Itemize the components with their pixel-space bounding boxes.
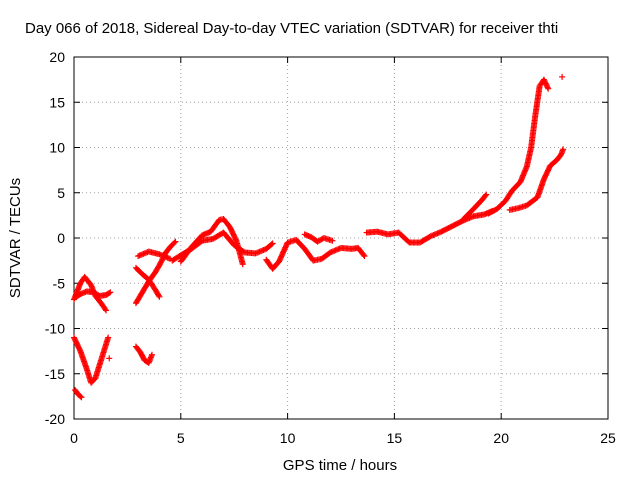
y-tick-label: -10 bbox=[45, 321, 65, 337]
x-tick-labels: 0 5 10 15 20 25 bbox=[70, 430, 616, 446]
data-point bbox=[171, 239, 178, 246]
data-point bbox=[545, 85, 552, 92]
data-point bbox=[483, 191, 490, 198]
y-tick-label: 0 bbox=[57, 230, 65, 246]
data-point bbox=[156, 293, 163, 300]
x-tick-label: 25 bbox=[600, 430, 616, 446]
data-point bbox=[77, 393, 84, 400]
data-point bbox=[361, 253, 368, 260]
y-axis-title: SDTVAR / TECUs bbox=[7, 178, 24, 298]
x-tick-label: 0 bbox=[70, 430, 78, 446]
y-tick-label: 10 bbox=[49, 140, 65, 156]
data-point bbox=[148, 351, 155, 358]
data-point bbox=[102, 306, 109, 313]
data-point bbox=[172, 238, 179, 245]
data-point bbox=[155, 292, 162, 299]
data-point bbox=[560, 146, 567, 153]
data-point bbox=[329, 237, 336, 244]
x-tick-label: 10 bbox=[280, 430, 296, 446]
data-points bbox=[71, 73, 567, 401]
data-point bbox=[544, 84, 551, 91]
data-point bbox=[106, 289, 113, 296]
y-tick-labels: 20 15 10 5 0 -5 -10 -15 -20 bbox=[45, 49, 65, 427]
y-tick-label: 20 bbox=[49, 49, 65, 65]
data-point bbox=[360, 251, 367, 258]
chart-title: Day 066 of 2018, Sidereal Day-to-day VTE… bbox=[25, 20, 558, 37]
grid bbox=[74, 57, 608, 419]
data-point bbox=[106, 355, 113, 362]
y-tick-label: -15 bbox=[45, 366, 65, 382]
data-point bbox=[103, 307, 110, 314]
x-axis-title: GPS time / hours bbox=[283, 457, 397, 474]
x-tick-label: 15 bbox=[387, 430, 403, 446]
data-point bbox=[107, 289, 114, 296]
axis-ticks bbox=[73, 56, 609, 420]
y-tick-label: 15 bbox=[49, 94, 65, 110]
data-point bbox=[239, 261, 246, 268]
data-point bbox=[559, 73, 566, 80]
y-tick-label: -5 bbox=[53, 275, 66, 291]
data-point bbox=[482, 192, 489, 199]
x-tick-label: 5 bbox=[177, 430, 185, 446]
x-tick-label: 20 bbox=[493, 430, 509, 446]
y-tick-label: 5 bbox=[57, 185, 65, 201]
data-point bbox=[268, 241, 275, 248]
y-tick-label: -20 bbox=[45, 411, 65, 427]
data-point bbox=[78, 394, 85, 401]
data-point bbox=[105, 334, 112, 341]
data-point bbox=[269, 240, 276, 247]
